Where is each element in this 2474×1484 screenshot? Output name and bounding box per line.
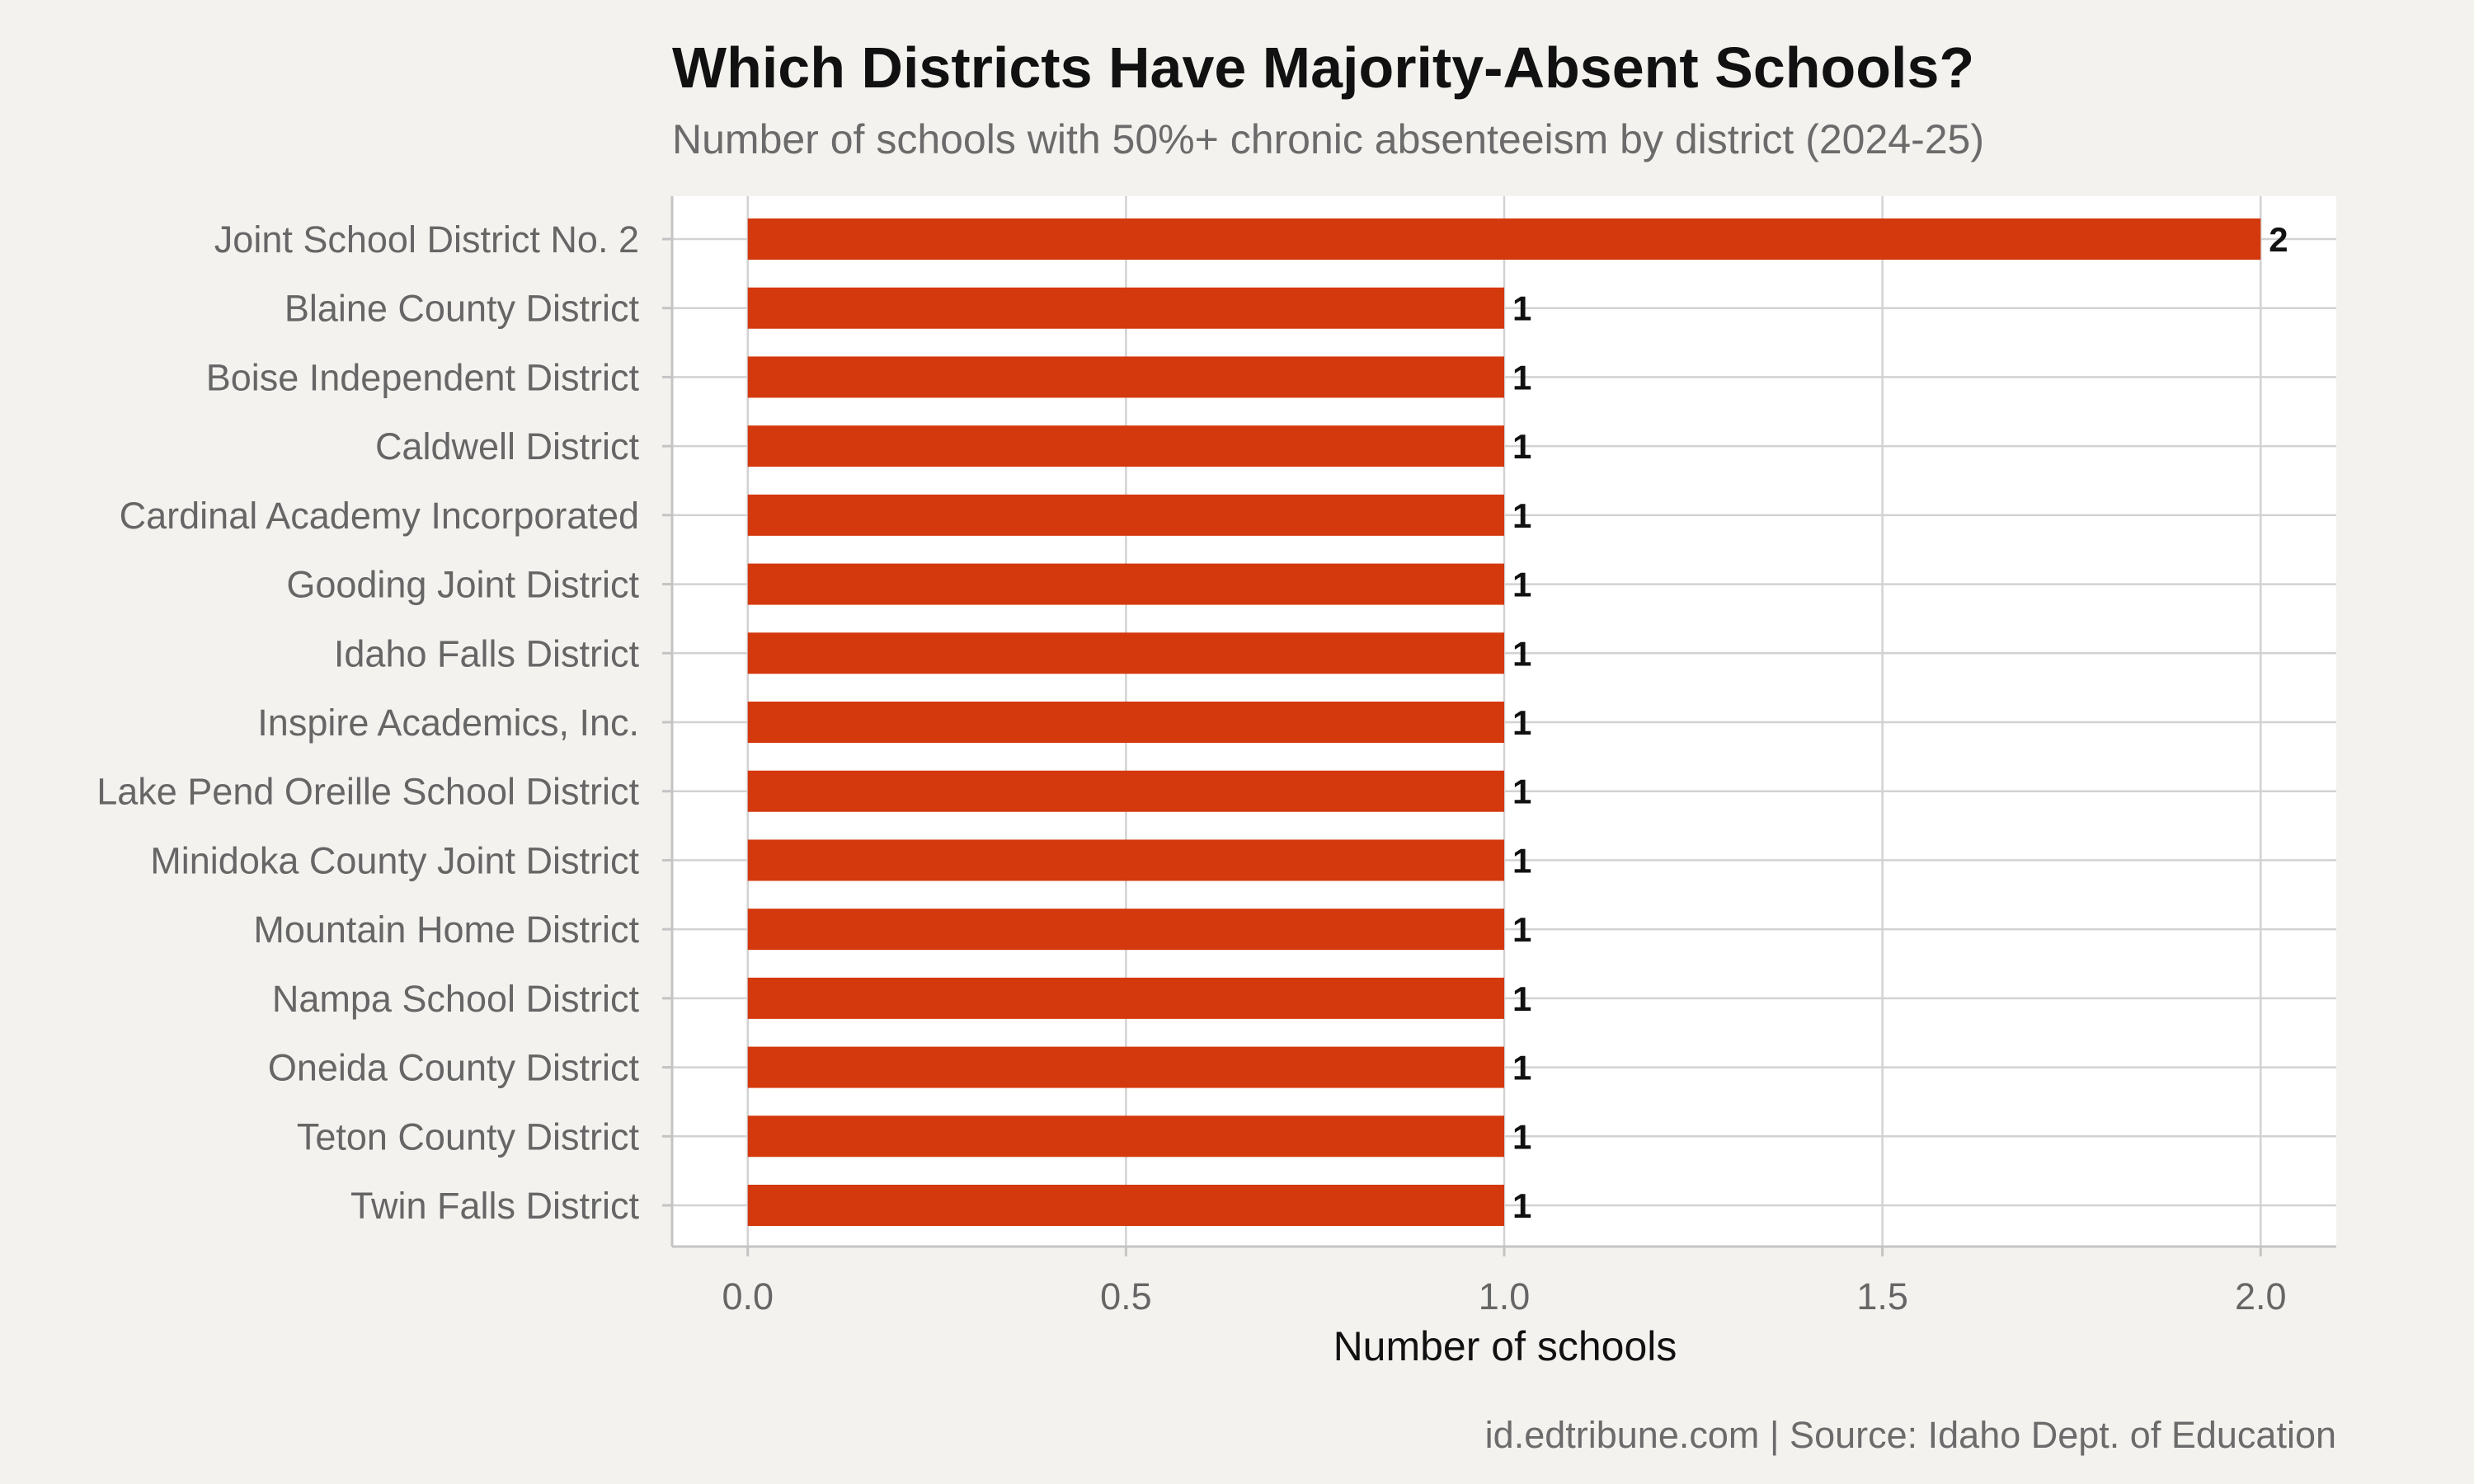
bar	[747, 1046, 1504, 1088]
bar-value-label: 1	[1512, 773, 1531, 811]
bar-value-label: 1	[1512, 1117, 1531, 1156]
x-tick-label: 2.0	[2235, 1275, 2287, 1317]
bar	[747, 287, 1504, 329]
bar	[747, 770, 1504, 812]
y-tick-label: Blaine County District	[285, 288, 640, 330]
bar-value-label: 1	[1512, 496, 1531, 535]
y-tick-label: Nampa School District	[272, 978, 640, 1020]
bar	[747, 1185, 1504, 1226]
y-tick-label: Gooding Joint District	[286, 564, 639, 606]
bar	[747, 977, 1504, 1019]
y-tick-label: Boise Independent District	[206, 356, 640, 398]
bar	[747, 702, 1504, 743]
bar-value-label: 1	[1512, 1186, 1531, 1225]
y-tick-label: Inspire Academics, Inc.	[257, 702, 639, 744]
bar-value-label: 1	[1512, 566, 1531, 604]
bar-value-label: 1	[1512, 841, 1531, 880]
y-tick-label: Lake Pend Oreille School District	[96, 771, 639, 813]
bar-value-label: 1	[1512, 910, 1531, 949]
axes: Joint School District No. 2 Blaine County…	[96, 196, 2336, 1317]
x-axis-title: Number of schools	[1333, 1323, 1677, 1369]
x-tick-label: 1.0	[1479, 1275, 1531, 1317]
y-tick-label: Twin Falls District	[350, 1185, 640, 1227]
bar	[747, 563, 1504, 605]
y-tick-label: Minidoka County Joint District	[150, 839, 639, 881]
bar-value-label: 1	[1512, 289, 1531, 328]
x-tick-label: 0.0	[722, 1275, 774, 1317]
data-labels: 2 1 1 1 1 1 1 1 1 1 1 1 1 1 1	[1512, 220, 2288, 1225]
chart-caption: id.edtribune.com | Source: Idaho Dept. o…	[1484, 1414, 2336, 1456]
chart-title: Which Districts Have Majority-Absent Sch…	[672, 35, 1975, 100]
bar	[747, 909, 1504, 951]
bar-value-label: 2	[2269, 220, 2288, 259]
bar	[747, 494, 1504, 536]
bars	[747, 218, 2261, 1226]
bar	[747, 632, 1504, 674]
bar-value-label: 1	[1512, 358, 1531, 397]
bar-value-label: 1	[1512, 979, 1531, 1018]
bar-value-label: 1	[1512, 427, 1531, 466]
chart-subtitle: Number of schools with 50%+ chronic abse…	[672, 116, 1985, 162]
y-tick-label: Idaho Falls District	[334, 632, 640, 674]
bar	[747, 1115, 1504, 1158]
bar-value-label: 1	[1512, 634, 1531, 673]
x-tick-label: 0.5	[1100, 1275, 1152, 1317]
y-tick-label: Caldwell District	[375, 425, 640, 467]
bar-value-label: 1	[1512, 1049, 1531, 1087]
bar	[747, 425, 1504, 467]
x-tick-label: 1.5	[1856, 1275, 1908, 1317]
y-tick-label: Oneida County District	[268, 1047, 640, 1089]
bar	[747, 356, 1504, 398]
y-tick-label: Joint School District No. 2	[214, 218, 639, 261]
bar	[747, 218, 2261, 260]
y-tick-label: Mountain Home District	[253, 909, 639, 951]
bar-value-label: 1	[1512, 703, 1531, 742]
y-tick-label: Cardinal Academy Incorporated	[120, 495, 639, 537]
bar	[747, 839, 1504, 881]
y-tick-label: Teton County District	[297, 1115, 640, 1158]
